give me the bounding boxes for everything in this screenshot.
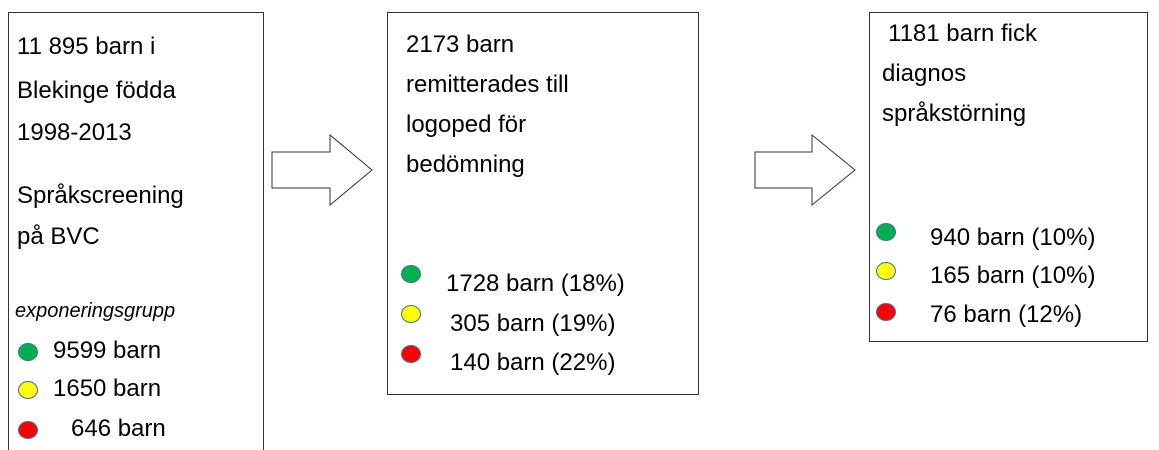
box-text: 2173 barn	[406, 31, 515, 58]
group-count: 76 barn (12%)	[930, 301, 1083, 328]
group-count: 1650 barn	[53, 375, 162, 402]
box-text: 1181 barn fick	[888, 20, 1037, 47]
box-text: Språkscreening	[17, 182, 184, 209]
box-text: logoped för	[406, 111, 527, 138]
box-text: diagnos	[882, 60, 967, 87]
group-count: 9599 barn	[53, 337, 162, 364]
group-count: 940 barn (10%)	[930, 224, 1096, 251]
red-dot	[876, 303, 896, 321]
red-dot	[18, 421, 38, 439]
yellow-dot	[401, 305, 421, 323]
box-referred: 2173 barn remitterades till logoped för …	[387, 12, 699, 395]
group-count: 305 barn (19%)	[450, 310, 616, 337]
box-text: bedömning	[406, 151, 525, 178]
group-count: 646 barn	[71, 415, 166, 442]
box-text: remitterades till	[406, 71, 569, 98]
green-dot	[876, 223, 896, 241]
yellow-dot	[876, 262, 896, 280]
group-count: 1728 barn (18%)	[446, 270, 625, 297]
green-dot	[18, 343, 38, 361]
arrow	[271, 133, 373, 207]
group-count: 165 barn (10%)	[930, 262, 1096, 289]
yellow-dot	[18, 381, 38, 399]
red-dot	[401, 345, 421, 363]
group-count: 140 barn (22%)	[450, 349, 616, 376]
group-label: exponeringsgrupp	[15, 300, 176, 322]
arrow	[754, 133, 856, 207]
box-text: 11 895 barn i	[17, 33, 156, 60]
green-dot	[401, 265, 421, 283]
box-population: 11 895 barn i Blekinge födda 1998-2013 S…	[8, 12, 264, 450]
box-text: på BVC	[17, 223, 100, 250]
box-text: språkstörning	[882, 100, 1027, 127]
box-text: 1998-2013	[17, 119, 132, 146]
box-diagnosed: 1181 barn fick diagnos språkstörning 940…	[869, 12, 1148, 342]
box-text: Blekinge födda	[17, 77, 176, 104]
